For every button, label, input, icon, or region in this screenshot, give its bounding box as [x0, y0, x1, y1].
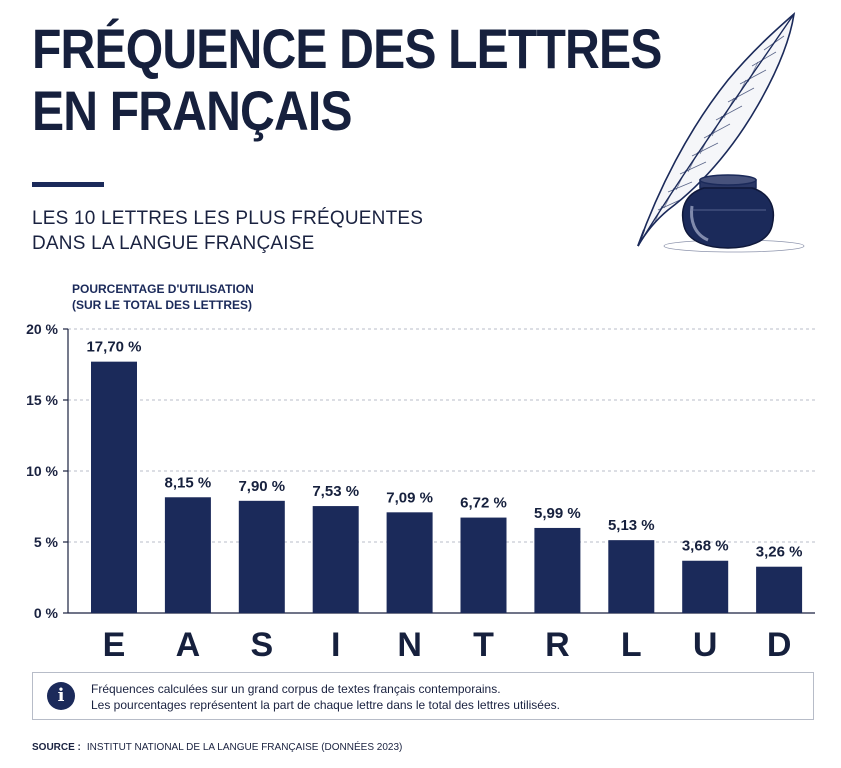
y-axis-label-line-1: POURCENTAGE D'UTILISATION: [72, 282, 254, 296]
subtitle: LES 10 LETTRES LES PLUS FRÉQUENTES DANS …: [32, 206, 423, 256]
inkwell-icon: [663, 174, 805, 253]
bar: [386, 512, 433, 613]
bar: [164, 497, 211, 613]
bar-value-label: 7,09 %: [386, 489, 433, 506]
title-line-2: EN FRANÇAIS: [32, 79, 353, 142]
info-box: i Fréquences calculées sur un grand corp…: [32, 672, 814, 720]
y-tick-label: 10 %: [26, 463, 58, 479]
bar: [238, 500, 285, 613]
x-category-label: L: [621, 626, 642, 664]
bar-value-label: 7,53 %: [312, 483, 359, 500]
bar-value-label: 5,99 %: [534, 505, 581, 522]
subtitle-line-1: LES 10 LETTRES LES PLUS FRÉQUENTES: [32, 208, 424, 229]
bar: [608, 540, 655, 613]
bar-chart: 0 % 5 % 10 % 15 % 20 % 17,70 % E 8,15 % A 7,90 % S…: [26, 321, 815, 664]
x-category-label: S: [250, 626, 273, 664]
bar-value-label: 7,90 %: [238, 478, 285, 495]
info-line-1: Fréquences calculées sur un grand corpus…: [91, 682, 501, 696]
bar: [312, 506, 359, 613]
x-category-label: N: [397, 626, 422, 664]
bar: [534, 527, 581, 613]
quill-and-inkwell-illustration: [637, 11, 805, 253]
bar-value-label: 5,13 %: [608, 517, 655, 534]
quill-icon: [637, 11, 796, 247]
info-line-2: Les pourcentages représentent la part de…: [91, 698, 560, 712]
bar: [756, 566, 803, 613]
source-text: INSTITUT NATIONAL DE LA LANGUE FRANÇAISE…: [86, 742, 403, 753]
subtitle-line-2: DANS LA LANGUE FRANÇAISE: [32, 233, 315, 254]
x-category-label: D: [767, 626, 792, 664]
x-category-label: R: [545, 626, 570, 664]
bar-value-label: 17,70 %: [86, 339, 141, 356]
y-tick-label: 0 %: [34, 605, 59, 621]
info-text: Fréquences calculées sur un grand corpus…: [91, 681, 560, 713]
x-category-label: U: [693, 626, 718, 664]
source-note: SOURCE : INSTITUT NATIONAL DE LA LANGUE F…: [32, 742, 402, 753]
bar-value-label: 8,15 %: [165, 474, 212, 491]
x-category-label: A: [176, 626, 201, 664]
x-category-label: I: [331, 626, 340, 664]
info-icon: i: [47, 682, 75, 710]
bar-value-label: 3,26 %: [756, 544, 803, 561]
x-category-label: E: [103, 626, 126, 664]
bar-value-label: 3,68 %: [682, 538, 729, 555]
title-underline: [32, 182, 104, 187]
page-title: FRÉQUENCE DES LETTRES EN FRANÇAIS: [32, 17, 662, 142]
bar: [91, 361, 137, 613]
bar-value-label: 6,72 %: [460, 495, 507, 512]
y-axis-label-line-2: (SUR LE TOTAL DES LETTRES): [72, 298, 253, 312]
bar: [682, 560, 729, 613]
x-category-label: T: [473, 626, 494, 664]
title-line-1: FRÉQUENCE DES LETTRES: [32, 17, 662, 80]
y-tick-label: 15 %: [26, 392, 58, 408]
bar: [460, 517, 507, 613]
source-label: SOURCE :: [32, 742, 81, 753]
y-tick-label: 20 %: [26, 321, 58, 337]
y-axis-label: POURCENTAGE D'UTILISATION (SUR LE TOTAL …: [72, 281, 254, 313]
y-tick-label: 5 %: [34, 534, 59, 550]
